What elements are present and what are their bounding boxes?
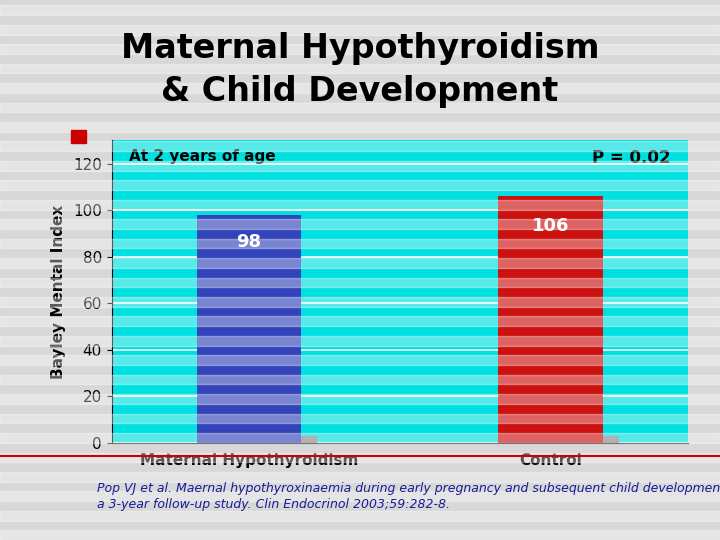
Text: a 3-year follow-up study. Clin Endocrinol 2003;59:282-8.: a 3-year follow-up study. Clin Endocrino… — [97, 498, 450, 511]
Text: Pop VJ et al. Maernal hypothyroxinaemia during early pregnancy and subsequent ch: Pop VJ et al. Maernal hypothyroxinaemia … — [97, 482, 720, 495]
Bar — [202, 436, 318, 443]
Text: Maternal Hypothyroidism: Maternal Hypothyroidism — [121, 32, 599, 65]
Text: At 2 years of age: At 2 years of age — [129, 150, 276, 165]
Text: 98: 98 — [236, 233, 261, 251]
Bar — [197, 215, 301, 443]
Text: P = 0.02: P = 0.02 — [592, 150, 670, 167]
Y-axis label: Bayley Mental Index: Bayley Mental Index — [51, 205, 66, 379]
Bar — [504, 436, 619, 443]
Text: 106: 106 — [531, 217, 570, 235]
Text: & Child Development: & Child Development — [161, 75, 559, 109]
Bar — [498, 196, 603, 443]
